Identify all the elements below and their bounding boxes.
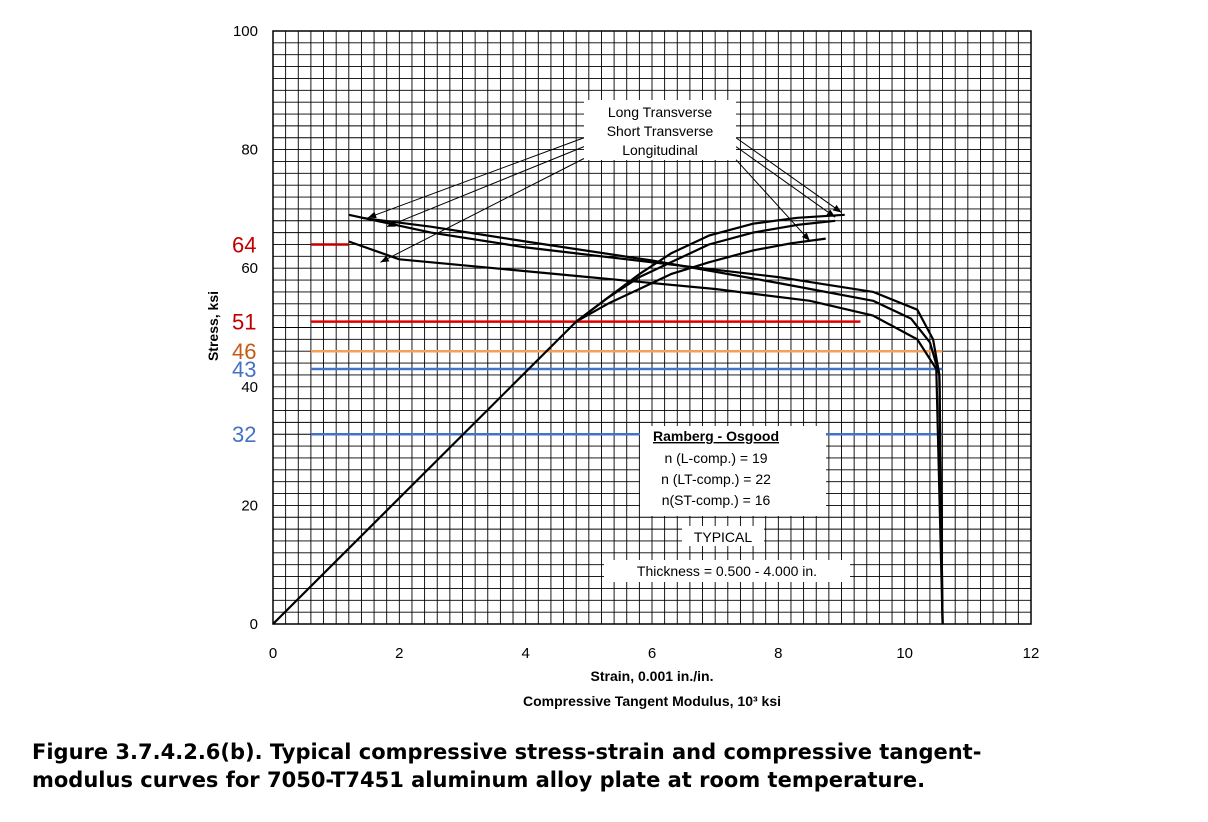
thickness-box [604,560,850,582]
plot-border [272,30,1032,625]
reference-lines [310,243,943,436]
x-axis-label-secondary: Compressive Tangent Modulus, 10³ ksi [523,693,781,709]
arrow-head [801,232,810,241]
leader-arrow [380,158,585,263]
reference-label-46: 46 [232,339,256,364]
x-tick-label: 2 [395,645,403,662]
x-tick-label: 6 [648,645,656,662]
x-axis-label: Strain, 0.001 in./in. [591,668,714,684]
y-tick-label: 60 [241,260,258,277]
leader-arrow [735,159,811,242]
arrow-head [367,211,377,218]
ramberg-osgood-title: Ramberg - Osgood [653,428,779,444]
tangent-modulus-curve [348,213,944,625]
curve-label-box [584,100,736,160]
ramberg-osgood-line: n (L-comp.) = 19 [664,450,767,466]
arrows [367,137,842,263]
y-axis-label: Stress, ksi [205,291,221,361]
leader-arrow [386,146,585,228]
stress-strain-curve [575,219,836,323]
leader-arrow [735,137,842,213]
reference-label-51: 51 [232,310,256,335]
y-tick-label: 40 [241,379,258,396]
ramberg-osgood-line: n(ST-comp.) = 16 [662,492,771,508]
y-tick-label: 80 [241,142,258,159]
x-tick-label: 12 [1023,645,1040,662]
y-tick-label: 20 [241,497,258,514]
leader-arrow [367,137,585,219]
typical-box [682,526,764,546]
caption-line: Figure 3.7.4.2.6(b). Typical compressive… [32,740,982,764]
curves [272,213,944,625]
thickness-label: Thickness = 0.500 - 4.000 in. [637,563,817,579]
curve-label-short-transverse: Short Transverse [607,123,714,139]
ramberg-osgood-box [640,426,826,516]
reference-label-64: 64 [232,232,256,257]
arrow-head [380,255,390,263]
reference-label-43: 43 [232,357,256,382]
caption-line: modulus curves for 7050-T7451 aluminum a… [32,768,926,792]
y-tick-label: 0 [250,616,258,633]
curve-label-longitudinal: Longitudinal [622,142,698,158]
x-tick-label: 0 [269,645,277,662]
x-tick-label: 10 [896,645,913,662]
plot-frame [272,30,1032,625]
figure-caption: Figure 3.7.4.2.6(b). Typical compressive… [32,738,1192,794]
arrow-head [832,204,842,213]
ramberg-osgood-line: n (LT-comp.) = 22 [661,471,771,487]
y-tick-label: 100 [233,23,258,40]
arrow-head [826,209,836,218]
tangent-modulus-curve [361,216,944,625]
curve-label-long-transverse: Long Transverse [608,104,712,120]
x-tick-label: 8 [774,645,782,662]
leader-arrow [735,146,836,218]
arrow-head [386,220,396,227]
tangent-modulus-curve [348,240,944,625]
typical-label: TYPICAL [694,529,753,545]
x-tick-label: 4 [521,645,529,662]
reference-label-32: 32 [232,422,256,447]
